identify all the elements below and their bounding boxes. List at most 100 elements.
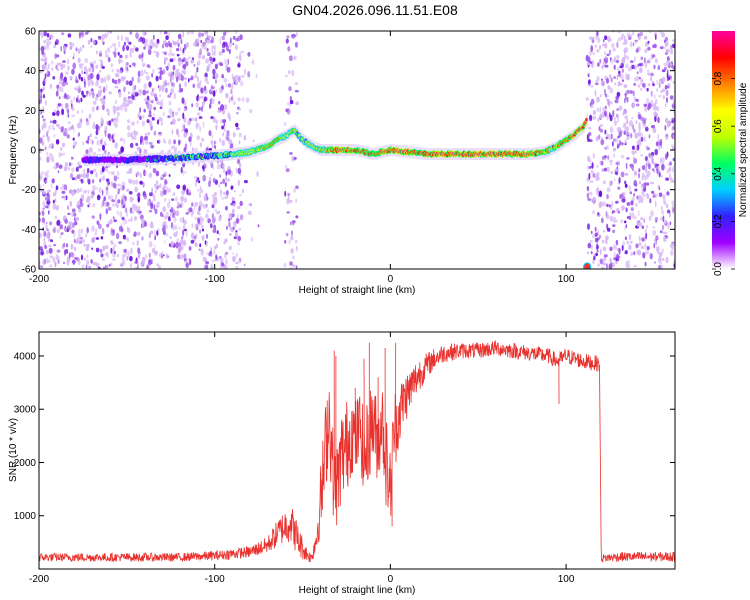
spectrogram-noise-speckle (125, 99, 128, 107)
spectrogram-noise-speckle (256, 171, 259, 178)
spectrogram-noise-speckle (107, 31, 110, 35)
spectrogram-noise-speckle (605, 98, 610, 102)
spectrogram-noise-speckle (131, 135, 134, 141)
spectrogram-noise-speckle (667, 222, 670, 226)
spectrogram-noise-speckle (638, 235, 641, 242)
spectrogram-noise-speckle (121, 216, 125, 221)
spectrogram-noise-speckle (656, 79, 659, 85)
spectrogram-noise-speckle (224, 125, 226, 133)
spectrogram-noise-speckle (630, 212, 635, 219)
spectrogram-noise-speckle (590, 98, 595, 105)
spectrogram-noise-speckle (79, 240, 82, 245)
spectrogram-noise-speckle (672, 39, 675, 42)
spectrogram-noise-speckle (49, 143, 53, 147)
spectrogram-noise-speckle (129, 255, 133, 262)
spectrogram-noise-speckle (171, 40, 174, 43)
spectrogram-noise-speckle (217, 237, 220, 241)
spectrogram-noise-speckle (173, 57, 176, 61)
spectrogram-noise-speckle (99, 69, 102, 73)
spectrogram-noise-speckle (91, 247, 94, 250)
spectrogram-noise-speckle (644, 106, 647, 113)
spectrogram-noise-speckle (653, 43, 657, 49)
spectrogram-noise-speckle (172, 64, 176, 71)
spectrogram-noise-speckle (623, 84, 628, 88)
spectrogram-noise-speckle (43, 230, 47, 237)
spectrogram-noise-speckle (185, 230, 188, 237)
spectrogram-noise-speckle (131, 203, 135, 210)
spectrogram-noise-speckle (637, 144, 640, 151)
spectrogram-noise-speckle (148, 233, 151, 239)
spectrogram-noise-speckle (650, 210, 654, 217)
spectrogram-noise-speckle (146, 264, 149, 269)
spectrogram-noise-speckle (201, 234, 205, 241)
spectrogram-noise-speckle (177, 131, 180, 138)
spectrogram-noise-speckle (630, 251, 634, 257)
spectrogram-noise-speckle (80, 97, 83, 103)
spectrogram-noise-speckle (211, 259, 215, 263)
spectrogram-noise-speckle (95, 262, 100, 267)
spectrogram-noise-speckle (604, 240, 607, 244)
spectrogram-noise-speckle (292, 220, 295, 227)
spectrogram-noise-speckle (231, 82, 234, 90)
spectrogram-noise-speckle (227, 112, 231, 119)
spectrogram-noise-speckle (79, 46, 83, 52)
spectrogram-noise-speckle (143, 83, 147, 90)
spectrogram-noise-speckle (289, 103, 291, 108)
spectrogram-noise-speckle (144, 149, 148, 154)
spectrogram-noise-speckle (636, 71, 639, 75)
spectrogram-noise-speckle (213, 227, 215, 232)
spectrogram-noise-speckle (632, 150, 635, 155)
spectrogram-noise-speckle (88, 114, 91, 119)
spectrogram-noise-speckle (289, 152, 293, 155)
spectrogram-noise-speckle (137, 76, 141, 84)
spectrogram-noise-speckle (639, 196, 644, 204)
spectrogram-noise-speckle (155, 99, 160, 105)
spectrogram-noise-speckle (663, 46, 666, 50)
spectrogram-noise-speckle (44, 146, 47, 150)
spectrogram-noise-speckle (41, 140, 45, 146)
spectrogram-noise-speckle (218, 100, 221, 105)
spectrogram-noise-speckle (291, 57, 296, 60)
spectrogram-noise-speckle (617, 186, 621, 190)
spectrogram-noise-speckle (606, 114, 609, 121)
spectrogram-noise-speckle (41, 210, 45, 216)
spectrogram-noise-speckle (661, 248, 664, 254)
spectrogram-noise-speckle (217, 107, 220, 110)
spectrogram-noise-speckle (104, 202, 107, 207)
spectrogram-noise-speckle (80, 179, 84, 184)
spectrogram-noise-speckle (646, 147, 650, 151)
spectrogram-noise-speckle (219, 174, 222, 178)
spectrogram-noise-speckle (116, 106, 121, 111)
colorbar-tick-label: 0.0 (713, 262, 724, 276)
spectrogram-noise-speckle (633, 193, 635, 197)
spectrogram-noise-speckle (199, 229, 202, 234)
spectrogram-noise-speckle (624, 139, 627, 144)
spectrogram-noise-speckle (250, 203, 252, 207)
spectrogram-noise-speckle (105, 189, 109, 196)
spectrogram-noise-speckle (602, 106, 606, 112)
spectrogram-noise-speckle (598, 134, 601, 140)
spectrogram-noise-speckle (624, 47, 629, 53)
spectrogram-noise-speckle (99, 178, 102, 183)
spectrogram-noise-speckle (631, 196, 635, 202)
spectrogram-noise-speckle (66, 134, 70, 139)
spectrogram-noise-speckle (93, 186, 98, 190)
spectrogram-noise-speckle (288, 86, 292, 92)
spectrogram-noise-speckle (587, 61, 591, 66)
spectrogram-hotspot (583, 262, 592, 269)
spectrogram-noise-speckle (666, 97, 668, 103)
spectrogram-noise-speckle (175, 210, 180, 217)
spectrogram-noise-speckle (137, 205, 141, 212)
spectrogram-noise-speckle (242, 188, 245, 194)
spectrogram-noise-speckle (202, 174, 206, 182)
spectrogram-noise-speckle (54, 198, 57, 203)
x-tick-label: -200 (29, 574, 49, 585)
spectrogram-noise-speckle (644, 229, 647, 233)
spectrogram-noise-speckle (585, 97, 589, 101)
spectrogram-noise-speckle (61, 108, 64, 116)
spectrogram-noise-speckle (131, 242, 135, 245)
spectrogram-noise-speckle (130, 216, 133, 222)
spectrogram-noise-speckle (238, 257, 242, 263)
spectrogram-noise-speckle (146, 64, 151, 68)
